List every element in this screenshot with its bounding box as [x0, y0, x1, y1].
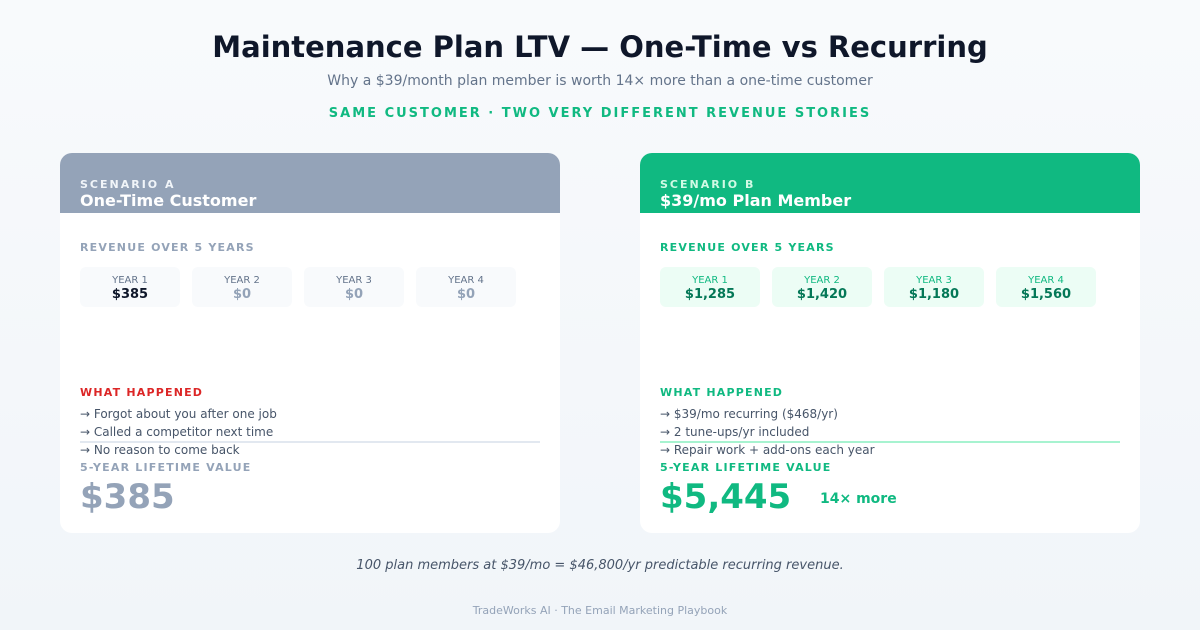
year-label: YEAR 1: [112, 275, 148, 286]
year-value: $385: [111, 287, 149, 302]
list-item: → Called a competitor next time: [80, 425, 274, 439]
divider: [80, 441, 540, 443]
list-item: → No reason to come back: [80, 443, 240, 457]
list-item: → Repair work + add-ons each year: [660, 443, 875, 457]
scenario-b-header: SCENARIO B $39/mo Plan Member: [640, 153, 1140, 213]
year-label: YEAR 2: [224, 275, 260, 286]
footer-credit: TradeWorks AI · The Email Marketing Play…: [472, 604, 728, 617]
year-label: YEAR 1: [692, 275, 728, 286]
year-label: YEAR 3: [916, 275, 952, 286]
multiplier-badge: 14× more: [820, 491, 897, 507]
page-tagline: SAME CUSTOMER · TWO VERY DIFFERENT REVEN…: [328, 106, 872, 121]
year-value: $1,285: [684, 287, 736, 302]
scenario-b-revenue-label: REVENUE OVER 5 YEARS: [660, 241, 835, 254]
scenario-a-kicker: SCENARIO A: [80, 178, 176, 191]
scenario-b-ltv-value: $5,445: [660, 477, 792, 517]
list-item: → 2 tune-ups/yr included: [660, 425, 810, 439]
year-value: $1,420: [796, 287, 848, 302]
scenario-a-years: YEAR 1 $385 YEAR 2 $0 YEAR 3 $0 YEAR 4 $…: [80, 267, 516, 307]
scenario-a-card: SCENARIO A One-Time Customer REVENUE OVE…: [60, 153, 560, 533]
year-tile: YEAR 4 $0: [416, 267, 516, 307]
year-value: $0: [344, 287, 364, 302]
year-value: $0: [232, 287, 252, 302]
footnote: 100 plan members at $39/mo = $46,800/yr …: [356, 558, 844, 573]
scenario-b-title: $39/mo Plan Member: [660, 191, 852, 210]
year-value: $0: [456, 287, 476, 302]
year-tile: YEAR 1 $1,285: [660, 267, 760, 307]
scenario-b-what-label: WHAT HAPPENED: [660, 386, 784, 399]
scenario-b-years: YEAR 1 $1,285 YEAR 2 $1,420 YEAR 3 $1,18…: [660, 267, 1096, 307]
page-subtitle: Why a $39/month plan member is worth 14×…: [327, 73, 873, 89]
list-item: → $39/mo recurring ($468/yr): [660, 407, 838, 421]
scenario-b-kicker: SCENARIO B: [660, 178, 756, 191]
scenario-b-card: SCENARIO B $39/mo Plan Member REVENUE OV…: [640, 153, 1140, 533]
scenario-b-body: REVENUE OVER 5 YEARS YEAR 1 $1,285 YEAR …: [640, 213, 1140, 533]
scenario-a-ltv-value: $385: [80, 477, 175, 517]
year-tile: YEAR 3 $1,180: [884, 267, 984, 307]
divider: [660, 441, 1120, 443]
year-tile: YEAR 1 $385: [80, 267, 180, 307]
year-label: YEAR 3: [336, 275, 372, 286]
page-title: Maintenance Plan LTV — One-Time vs Recur…: [212, 30, 988, 64]
year-label: YEAR 4: [448, 275, 484, 286]
year-label: YEAR 2: [804, 275, 840, 286]
scenario-b-what-list: → $39/mo recurring ($468/yr) → 2 tune-up…: [660, 405, 875, 459]
year-value: $1,180: [908, 287, 960, 302]
year-value: $1,560: [1020, 287, 1072, 302]
year-label: YEAR 4: [1028, 275, 1064, 286]
scenario-a-what-label: WHAT HAPPENED: [80, 386, 204, 399]
list-item: → Forgot about you after one job: [80, 407, 277, 421]
scenario-a-title: One-Time Customer: [80, 191, 257, 210]
scenario-a-ltv-label: 5-YEAR LIFETIME VALUE: [80, 461, 252, 474]
year-tile: YEAR 3 $0: [304, 267, 404, 307]
year-tile: YEAR 4 $1,560: [996, 267, 1096, 307]
year-tile: YEAR 2 $0: [192, 267, 292, 307]
scenario-a-what-list: → Forgot about you after one job → Calle…: [80, 405, 277, 459]
scenario-a-revenue-label: REVENUE OVER 5 YEARS: [80, 241, 255, 254]
scenario-b-ltv-label: 5-YEAR LIFETIME VALUE: [660, 461, 832, 474]
year-tile: YEAR 2 $1,420: [772, 267, 872, 307]
scenario-a-header: SCENARIO A One-Time Customer: [60, 153, 560, 213]
scenario-a-body: REVENUE OVER 5 YEARS YEAR 1 $385 YEAR 2 …: [60, 213, 560, 533]
